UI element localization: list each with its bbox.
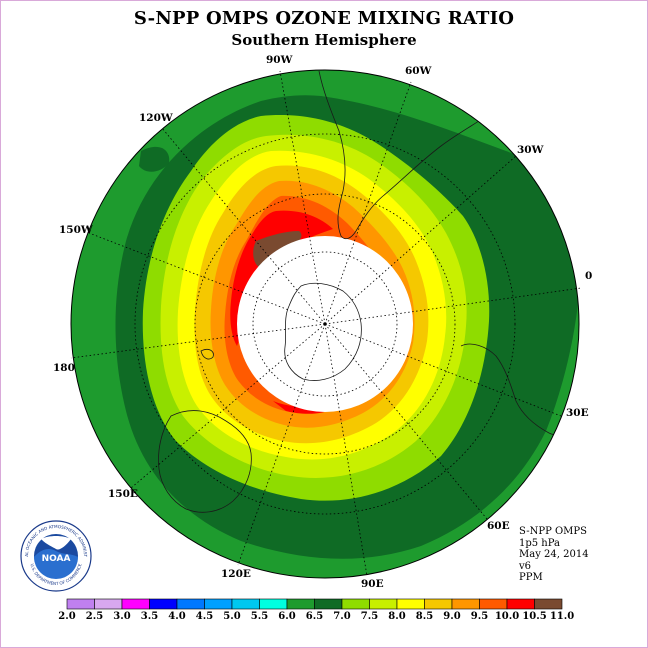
- colorbar-label-7.0: 7.0: [333, 611, 350, 622]
- colorbar-label-8.5: 8.5: [416, 611, 433, 622]
- band-6.5-patch: [139, 146, 170, 172]
- lon-label-150w: 150W: [59, 224, 93, 236]
- lon-label-120e: 120E: [221, 568, 251, 580]
- colorbar-box-4.5-5.0: [204, 598, 233, 610]
- colorbar-label-7.5: 7.5: [361, 611, 378, 622]
- map-subtitle: Southern Hemisphere: [231, 31, 417, 49]
- longitude-labels: 90W 60W 30W 0 30E 60E 90E 120E 150E 180 …: [53, 54, 592, 590]
- colorbar-label-3.5: 3.5: [141, 611, 158, 622]
- graticule: [70, 70, 582, 577]
- lon-label-60e: 60E: [487, 520, 510, 532]
- info-units: PPM: [519, 572, 543, 583]
- colorbar-box-5.5-6.0: [259, 598, 288, 610]
- colorbar-box-6.0-6.5: [286, 598, 315, 610]
- info-version: v6: [519, 560, 532, 572]
- lon-label-30e: 30E: [566, 407, 589, 419]
- lon-label-30w: 30W: [517, 144, 544, 156]
- colorbar-box-3.0-3.5: [121, 598, 150, 610]
- lon-label-180: 180: [53, 362, 75, 374]
- colorbar-box-8.0-8.5: [396, 598, 425, 610]
- info-date: May 24, 2014: [519, 549, 589, 560]
- lon-label-120w: 120W: [139, 112, 173, 124]
- colorbar-label-4.0: 4.0: [168, 611, 185, 622]
- logo-text: NOAA: [42, 554, 71, 564]
- info-block: S-NPP OMPS 1p5 hPa May 24, 2014 v6 PPM: [519, 526, 589, 584]
- info-instrument: S-NPP OMPS: [519, 526, 587, 537]
- colorbar-box-4.0-4.5: [176, 598, 205, 610]
- colorbar-label-10.5: 10.5: [522, 611, 546, 622]
- colorbar-label-4.5: 4.5: [196, 611, 213, 622]
- colorbar-label-10.0: 10.0: [495, 611, 519, 622]
- colorbar-label-2.5: 2.5: [86, 611, 103, 622]
- lon-label-60w: 60W: [405, 65, 432, 77]
- colorbar-label-8.0: 8.0: [388, 611, 405, 622]
- band-10.5: [253, 231, 302, 267]
- map-border: [70, 69, 580, 579]
- colorbar-box-9.5-10.0: [479, 598, 508, 610]
- colorbar-box-10.5-11.0: [534, 598, 563, 610]
- colorbar-box-10.0-10.5: [506, 598, 535, 610]
- lon-label-90e: 90E: [361, 578, 384, 590]
- map-title: S-NPP OMPS OZONE MIXING RATIO: [133, 8, 515, 29]
- colorbar-box-2.5-3.0: [94, 598, 123, 610]
- colorbar-label-5.5: 5.5: [251, 611, 268, 622]
- colorbar-box-7.5-8.0: [369, 598, 398, 610]
- colorbar-label-11.0: 11.0: [550, 611, 574, 622]
- colorbar-label-9.0: 9.0: [443, 611, 460, 622]
- south-pole-marker: [323, 322, 327, 326]
- colorbar-box-3.5-4.0: [149, 598, 178, 610]
- colorbar-label-3.0: 3.0: [113, 611, 130, 622]
- lon-label-150e: 150E: [108, 488, 138, 500]
- colorbar-label-2.0: 2.0: [58, 611, 75, 622]
- colorbar-boxes: [66, 598, 563, 610]
- lon-label-0: 0: [585, 270, 592, 282]
- noaa-logo: NOAA NATIONAL OCEANIC AND ATMOSPHERIC AD…: [19, 519, 92, 592]
- lon-label-90w: 90W: [266, 54, 293, 66]
- colorbar-labels: 2.0 2.5 3.0 3.5 4.0 4.5 5.0 5.5 6.0 6.5 7.0 7.5 8.0 8…: [58, 611, 574, 622]
- colorbar-box-6.5-7.0: [314, 598, 343, 610]
- info-pressure: 1p5 hPa: [519, 537, 560, 549]
- colorbar-label-9.5: 9.5: [471, 611, 488, 622]
- colorbar-box-8.5-9.0: [424, 598, 453, 610]
- colorbar-box-2.0-2.5: [66, 598, 95, 610]
- colorbar-box-5.0-5.5: [231, 598, 260, 610]
- colorbar-label-6.0: 6.0: [278, 611, 295, 622]
- colorbar-box-9.0-9.5: [451, 598, 480, 610]
- colorbar-label-6.5: 6.5: [306, 611, 323, 622]
- colorbar-box-7.0-7.5: [341, 598, 370, 610]
- colorbar-label-5.0: 5.0: [223, 611, 240, 622]
